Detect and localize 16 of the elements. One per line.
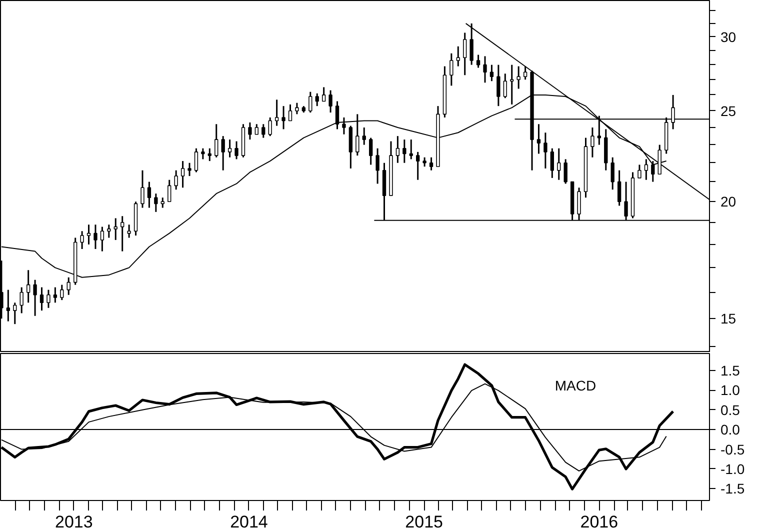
- y-tick-label: 20: [720, 194, 736, 210]
- y-tick-label: -1.0: [720, 460, 745, 477]
- x-tick-label: 2015: [405, 512, 443, 531]
- x-tick-label: 2016: [580, 512, 618, 531]
- y-tick-label: 15: [720, 310, 736, 327]
- annotation: MACD: [554, 378, 596, 394]
- y-tick-label: 0.0: [720, 422, 740, 438]
- y-tick-label: 25: [720, 102, 736, 119]
- y-tick-label: -1.5: [720, 480, 745, 497]
- y-tick-label: 1.5: [720, 362, 740, 378]
- y-tick-label: 1.0: [720, 382, 740, 398]
- x-tick-label: 2014: [230, 512, 268, 531]
- y-tick-label: -0.5: [720, 441, 745, 458]
- y-tick-label: 0.5: [720, 402, 740, 418]
- y-tick-label: 30: [720, 28, 736, 45]
- x-tick-label: 2013: [54, 512, 93, 531]
